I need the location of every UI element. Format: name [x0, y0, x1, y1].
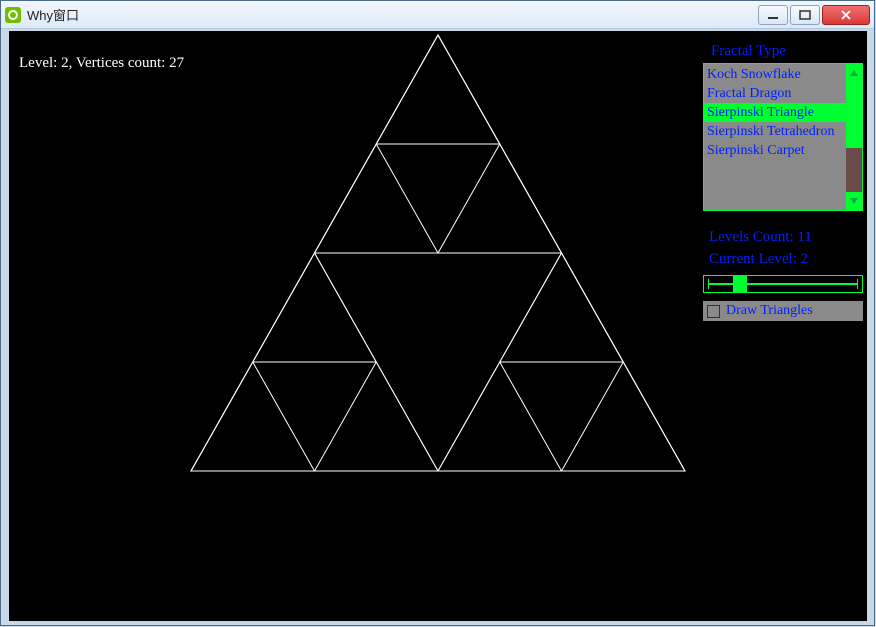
app-icon: [5, 7, 21, 23]
levels-count-label: Levels Count: 11: [709, 229, 812, 246]
listbox-item[interactable]: Sierpinski Carpet: [704, 141, 846, 160]
scroll-thumb[interactable]: [846, 82, 862, 148]
window-title: Why窗口: [27, 5, 758, 24]
fractal-type-label: Fractal Type: [711, 43, 786, 60]
listbox-item[interactable]: Koch Snowflake: [704, 65, 846, 84]
listbox-item[interactable]: Fractal Dragon: [704, 84, 846, 103]
status-text: Level: 2, Vertices count: 27: [19, 55, 184, 72]
minimize-button[interactable]: [758, 5, 788, 25]
level-slider[interactable]: [703, 275, 863, 293]
listbox-item[interactable]: Sierpinski Tetrahedron: [704, 122, 846, 141]
checkbox-box-icon[interactable]: [707, 305, 720, 318]
window-controls: [758, 5, 870, 25]
current-level-label: Current Level: 2: [709, 251, 808, 268]
slider-thumb[interactable]: [733, 276, 747, 292]
app-window: Why窗口 Level: 2, Vertices count: 27 Fract…: [0, 0, 875, 626]
close-button[interactable]: [822, 5, 870, 25]
titlebar[interactable]: Why窗口: [1, 1, 874, 29]
maximize-button[interactable]: [790, 5, 820, 25]
fractal-type-listbox[interactable]: Koch SnowflakeFractal DragonSierpinski T…: [703, 63, 863, 211]
checkbox-label: Draw Triangles: [726, 303, 813, 319]
scroll-down-icon[interactable]: [846, 192, 862, 210]
listbox-scrollbar[interactable]: [846, 64, 862, 210]
draw-triangles-checkbox[interactable]: Draw Triangles: [703, 301, 863, 321]
listbox-item[interactable]: Sierpinski Triangle: [704, 103, 846, 122]
canvas-area: Level: 2, Vertices count: 27 Fractal Typ…: [9, 31, 867, 621]
scroll-up-icon[interactable]: [846, 64, 862, 82]
